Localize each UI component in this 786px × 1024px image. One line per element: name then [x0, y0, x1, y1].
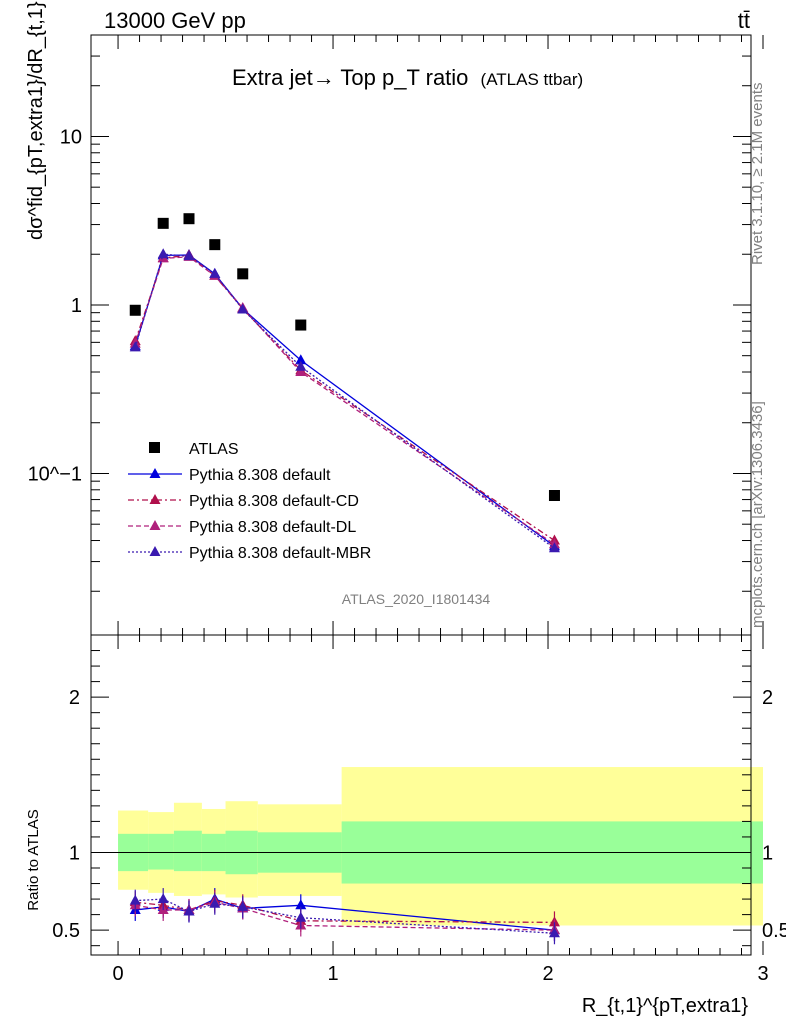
y-tick-label: 10^−1 — [28, 463, 82, 485]
ratio-band-inner — [173, 830, 202, 872]
ratio-series-marker — [157, 893, 169, 904]
analysis-watermark: ATLAS_2020_I1801434 — [342, 591, 491, 607]
legend-label: Pythia 8.308 default — [189, 467, 331, 484]
atlas-data-point — [237, 268, 249, 280]
ratio-y-tick-label: 2 — [69, 687, 80, 709]
atlas-data-point — [548, 490, 560, 502]
atlas-data-point — [295, 319, 307, 331]
legend: ATLAS Pythia 8.308 default Pythia 8.308 de… — [128, 441, 371, 562]
ratio-series-marker — [295, 899, 307, 910]
ratio-series-marker — [295, 911, 307, 922]
axis-ticks: 0 1 2 3 10^−1 1 10 0.5 0.5 1 1 2 2 — [28, 34, 786, 985]
main-plot-marks — [129, 213, 560, 553]
title-note: (ATLAS ttbar) — [481, 70, 584, 89]
mc-series-marker — [183, 250, 195, 261]
legend-label: Pythia 8.308 default-CD — [189, 493, 359, 510]
ratio-uncertainty-bands — [91, 767, 763, 926]
x-tick-label: 2 — [542, 963, 553, 985]
mcplots-label: mcplots.cern.ch [arXiv:1306.3436] — [749, 401, 766, 628]
ratio-y-tick-label-right: 1 — [762, 842, 773, 864]
mc-series-marker — [209, 267, 221, 278]
legend-label: Pythia 8.308 default-MBR — [189, 545, 371, 562]
x-tick-label: 0 — [112, 963, 123, 985]
y-tick-label: 1 — [71, 295, 82, 317]
mc-series-marker — [295, 360, 307, 371]
y-tick-label: 10 — [60, 126, 82, 148]
ratio-series-marker — [548, 927, 560, 938]
atlas-data-point — [209, 239, 221, 251]
ratio-band-inner — [148, 833, 174, 870]
ratio-y-tick-label: 0.5 — [52, 920, 80, 942]
x-tick-label: 1 — [327, 963, 338, 985]
collision-energy-label: 13000 GeV pp — [104, 8, 246, 33]
x-axis-label: R_{t,1}^{pT,extra1} — [582, 995, 748, 1017]
mc-series-marker — [237, 303, 249, 314]
process-label: tt̄ — [738, 8, 750, 33]
x-tick-label: 3 — [757, 963, 768, 985]
legend-atlas-marker — [149, 442, 160, 453]
ratio-plot-marks — [129, 888, 560, 945]
mc-series-marker — [548, 542, 560, 553]
rivet-label: Rivet 3.1.10, ≥ 2.1M events — [749, 83, 766, 266]
legend-label: ATLAS — [189, 441, 239, 458]
y-axis-label: dσ^fid_{pT,extra1}/dR_{t,1} [pb] — [25, 0, 47, 240]
ratio-plot-frame — [90, 634, 752, 956]
mc-series-marker — [129, 341, 141, 352]
legend-label: Pythia 8.308 default-DL — [189, 519, 356, 536]
legend-marker — [149, 520, 161, 530]
legend-marker — [149, 468, 161, 478]
ratio-y-axis-label: Ratio to ATLAS — [25, 809, 42, 910]
ratio-series-marker — [183, 905, 195, 916]
ratio-y-tick-label: 1 — [69, 842, 80, 864]
atlas-data-point — [157, 217, 169, 229]
chart-title: Extra jet→ Top p_T ratio (ATLAS ttbar) — [232, 65, 583, 90]
title-main: Extra jet→ Top p_T ratio — [232, 65, 468, 90]
ratio-y-tick-label-right: 2 — [762, 687, 773, 709]
atlas-data-point — [129, 304, 141, 316]
atlas-data-point — [183, 213, 195, 225]
mc-series-marker — [295, 354, 307, 365]
ratio-series-marker — [129, 894, 141, 905]
mc-series-marker — [295, 366, 307, 377]
legend-marker — [149, 546, 161, 556]
mc-series-marker — [157, 248, 169, 259]
ratio-series-marker — [209, 897, 221, 908]
ratio-series-marker — [237, 900, 249, 911]
legend-marker — [149, 494, 161, 504]
ratio-y-tick-label-right: 0.5 — [762, 920, 786, 942]
